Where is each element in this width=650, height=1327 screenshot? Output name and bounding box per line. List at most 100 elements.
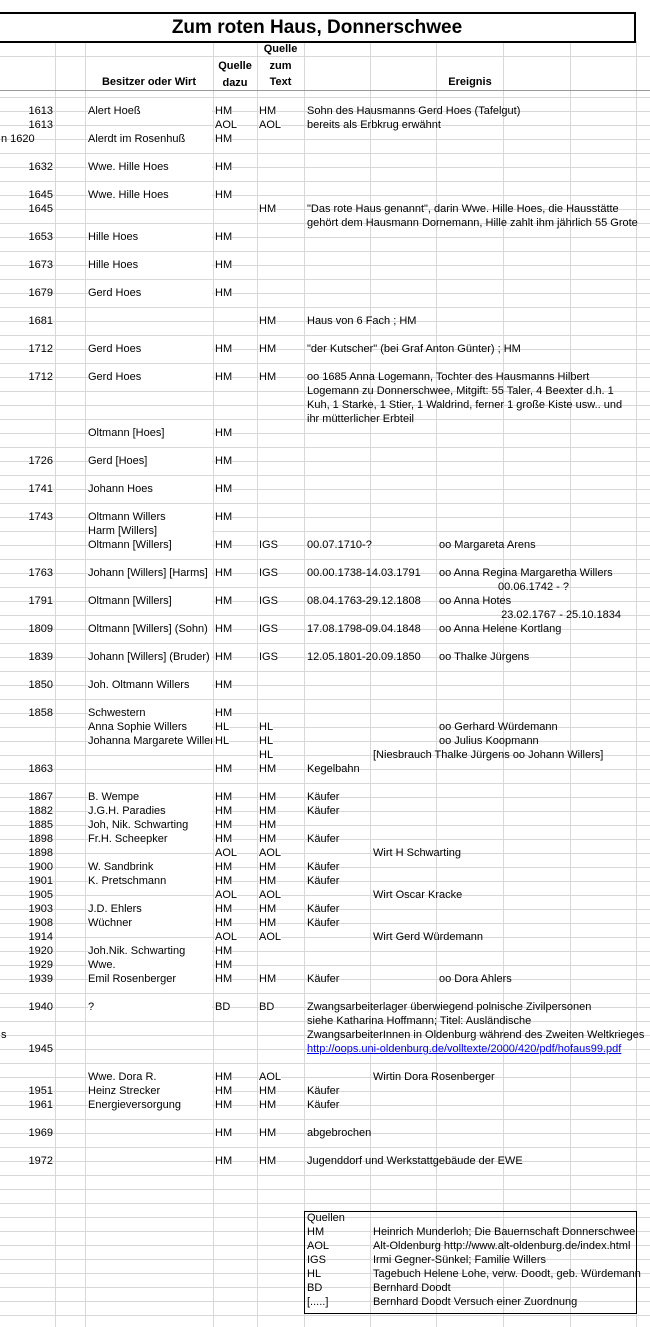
- owner: B. Wempe: [88, 790, 212, 804]
- event: Zwangsarbeiterlager überwiegend polnisch…: [307, 1001, 592, 1013]
- grid-line: [0, 195, 650, 196]
- source-text: IGS: [259, 594, 278, 608]
- source: HM: [215, 342, 233, 356]
- year: 1613: [28, 119, 53, 131]
- event-note: Wirt Gerd Würdemann: [373, 931, 484, 943]
- owner: Gerd [Hoes]: [88, 454, 212, 468]
- grid-line: [0, 251, 650, 252]
- grid-line: [0, 1063, 650, 1064]
- year: 1653: [28, 231, 53, 243]
- grid-line: [0, 783, 650, 784]
- grid-line: [0, 741, 650, 742]
- source-text: HL: [259, 720, 274, 734]
- spouse: oo Anna Hotes: [439, 595, 512, 607]
- owner: Wüchner: [88, 916, 212, 930]
- source-desc: Bernhard Doodt: [373, 1282, 451, 1294]
- event: Haus von 6 Fach ; HM: [307, 315, 417, 327]
- source: HM: [215, 1126, 233, 1140]
- sources-title: Quellen: [307, 1212, 345, 1224]
- year: 1901: [28, 875, 53, 887]
- owner: Johanna Margarete Willers: [88, 734, 212, 748]
- source-text: HM: [259, 874, 277, 888]
- owner: Wwe. Hille Hoes: [88, 160, 212, 174]
- source: HM: [215, 482, 233, 496]
- grid-line: [0, 167, 650, 168]
- source: HM: [215, 874, 233, 888]
- source: HM: [215, 566, 233, 580]
- owner: Johann [Willers] (Bruder): [88, 650, 212, 664]
- source: HL: [215, 720, 230, 734]
- source: HM: [215, 1070, 233, 1084]
- source-text: HM: [259, 202, 277, 216]
- grid-line: [0, 979, 650, 980]
- year: 1791: [28, 595, 53, 607]
- event: Käufer: [307, 875, 340, 887]
- grid-line: [0, 727, 650, 728]
- spouse: oo Thalke Jürgens: [439, 651, 530, 663]
- grid-line: [0, 181, 650, 182]
- source-code: AOL: [307, 1240, 330, 1252]
- event: 12.05.1801-20.09.1850: [307, 651, 421, 663]
- event: Kegelbahn: [307, 763, 360, 775]
- spouse: oo Julius Koopmann: [439, 735, 539, 747]
- owner: Emil Rosenberger: [88, 972, 212, 986]
- source: HL: [215, 734, 230, 748]
- year: 1743: [28, 511, 53, 523]
- grid-line: [0, 615, 650, 616]
- source-code: HL: [307, 1268, 322, 1280]
- grid-line: [213, 41, 214, 1327]
- source: HM: [215, 790, 233, 804]
- source: AOL: [215, 930, 238, 944]
- grid-line: [0, 587, 650, 588]
- year: 1645: [28, 203, 53, 215]
- owner: Harm [Willers]: [88, 524, 212, 538]
- year: 1712: [28, 371, 53, 383]
- grid-line: [0, 125, 650, 126]
- grid-line: [0, 307, 650, 308]
- grid-line: [0, 699, 650, 700]
- event: Käufer: [307, 791, 340, 803]
- grid-line: [0, 405, 650, 406]
- grid-line: [0, 1077, 650, 1078]
- grid-line: [0, 839, 650, 840]
- source-text: HM: [259, 370, 277, 384]
- event: gehört dem Hausmann Dornemann, Hille zah…: [307, 217, 638, 229]
- grid-line: [0, 1049, 650, 1050]
- source: HM: [215, 916, 233, 930]
- grid-line: [0, 1287, 650, 1288]
- grid-line: [0, 713, 650, 714]
- year: 1763: [28, 567, 53, 579]
- owner: Oltmann [Willers]: [88, 538, 212, 552]
- grid-line: [0, 601, 650, 602]
- owner: J.G.H. Paradies: [88, 804, 212, 818]
- title: Zum roten Haus, Donnerschwee: [0, 12, 636, 43]
- source: HM: [215, 804, 233, 818]
- owner: Alerdt im Rosenhuß: [88, 132, 212, 146]
- source: HM: [215, 1154, 233, 1168]
- dates: 00.06.1742 - ?: [498, 581, 569, 593]
- grid-line: [0, 56, 650, 57]
- owner: Alert Hoeß: [88, 104, 212, 118]
- event: Käufer: [307, 1099, 340, 1111]
- link[interactable]: http://oops.uni-oldenburg.de/volltexte/2…: [307, 1043, 622, 1055]
- event: Käufer: [307, 833, 340, 845]
- header-text: Quelle: [218, 60, 252, 72]
- grid-line: [0, 461, 650, 462]
- event: Sohn des Hausmanns Gerd Hoes (Tafelgut): [307, 105, 521, 117]
- source: HM: [215, 104, 233, 118]
- grid-line: [0, 90, 650, 91]
- event: "Das rote Haus genannt", darin Wwe. Hill…: [307, 203, 619, 215]
- source-text: HM: [259, 804, 277, 818]
- source-text: IGS: [259, 538, 278, 552]
- grid-line: [0, 685, 650, 686]
- grid-line: [0, 349, 650, 350]
- source: HM: [215, 1098, 233, 1112]
- year: 1809: [28, 623, 53, 635]
- grid-line: [636, 41, 637, 1327]
- source: HM: [215, 958, 233, 972]
- owner: Wwe. Hille Hoes: [88, 188, 212, 202]
- grid-line: [0, 1189, 650, 1190]
- event: 17.08.1798-09.04.1848: [307, 623, 421, 635]
- source: HM: [215, 622, 233, 636]
- source-text: HM: [259, 818, 277, 832]
